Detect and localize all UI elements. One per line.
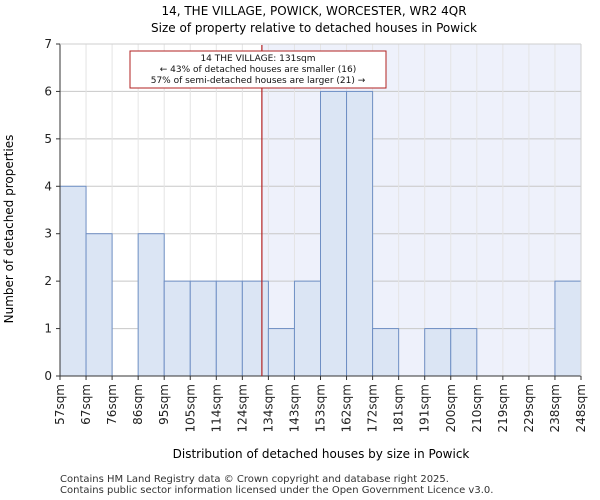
histogram-bar	[267, 328, 295, 377]
x-tick-label: 67sqm	[79, 384, 93, 425]
histogram-bar	[189, 280, 217, 377]
histogram-bar	[137, 233, 165, 377]
x-tick-label: 162sqm	[340, 384, 354, 432]
x-tick-label: 219sqm	[496, 384, 510, 432]
y-tick-label: 4	[44, 179, 52, 193]
histogram-bar	[554, 280, 582, 377]
y-tick-label: 7	[44, 37, 52, 51]
x-tick-label: 210sqm	[470, 384, 484, 432]
y-tick-label: 5	[44, 132, 52, 146]
x-tick-label: 124sqm	[235, 384, 249, 432]
histogram-bar	[293, 280, 322, 377]
footer-line2: Contains public sector information licen…	[60, 485, 494, 496]
footer-line1: Contains HM Land Registry data © Crown c…	[60, 474, 449, 485]
x-tick-label: 105sqm	[183, 384, 197, 432]
x-tick-label: 95sqm	[157, 384, 171, 425]
histogram-bar	[320, 90, 348, 377]
y-tick-label: 2	[44, 274, 52, 288]
x-tick-label: 86sqm	[131, 384, 145, 425]
x-tick-label: 114sqm	[209, 384, 223, 432]
histogram-bar	[59, 185, 87, 377]
chart-title-line2: Size of property relative to detached ho…	[151, 21, 477, 35]
annotation-line2: ← 43% of detached houses are smaller (16…	[160, 65, 357, 75]
x-tick-label: 191sqm	[418, 384, 432, 432]
annotation-box	[129, 50, 387, 89]
x-tick-label: 153sqm	[314, 384, 328, 432]
y-tick-label: 3	[44, 227, 52, 241]
y-tick-label: 1	[44, 322, 52, 336]
y-tick-label: 0	[44, 369, 52, 383]
histogram-bar	[424, 328, 452, 377]
x-axis-label: Distribution of detached houses by size …	[173, 447, 470, 461]
histogram-bar	[85, 233, 113, 377]
histogram-bar	[450, 328, 478, 377]
histogram-bar	[346, 90, 374, 377]
x-tick-label: 143sqm	[287, 384, 301, 432]
x-tick-label: 134sqm	[261, 384, 275, 432]
x-tick-label: 76sqm	[105, 384, 119, 425]
histogram-bar	[215, 280, 243, 377]
histogram-bar	[163, 280, 191, 377]
histogram-bar	[241, 280, 269, 377]
chart-title-line1: 14, THE VILLAGE, POWICK, WORCESTER, WR2 …	[161, 4, 466, 18]
x-tick-label: 200sqm	[444, 384, 458, 432]
x-tick-label: 238sqm	[548, 384, 562, 432]
y-axis-label: Number of detached properties	[2, 135, 16, 324]
x-tick-label: 57sqm	[53, 384, 67, 425]
histogram-bar	[372, 328, 400, 377]
annotation-line1: 14 THE VILLAGE: 131sqm	[200, 54, 315, 64]
x-tick-label: 229sqm	[522, 384, 536, 432]
y-tick-label: 6	[44, 84, 52, 98]
x-tick-label: 248sqm	[574, 384, 588, 432]
x-tick-label: 181sqm	[392, 384, 406, 432]
x-tick-label: 172sqm	[366, 384, 380, 432]
annotation-line3: 57% of semi-detached houses are larger (…	[151, 76, 366, 86]
